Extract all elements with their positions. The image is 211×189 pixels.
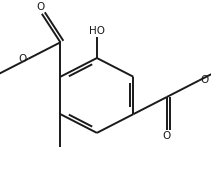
Text: O: O: [37, 2, 45, 12]
Text: O: O: [163, 131, 171, 141]
Text: O: O: [200, 75, 209, 85]
Text: HO: HO: [89, 26, 105, 36]
Text: O: O: [18, 54, 27, 64]
